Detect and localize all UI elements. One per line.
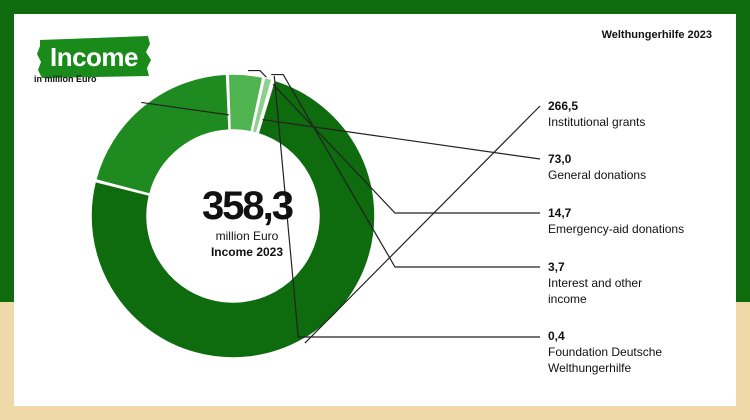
leader-line-general-donations: [141, 101, 541, 160]
donut-center-unit: million Euro: [215, 229, 279, 243]
legend-label: Interest and other income: [548, 276, 643, 306]
income-donut-chart: [90, 69, 541, 359]
legend-entry-interest-and-other-income: 3,7 Interest and other income: [548, 259, 678, 307]
unit-note: in million Euro: [34, 74, 97, 84]
legend-entry-foundation-deutsche-welthungerhilfe: 0,4 Foundation Deutsche Welthungerhilfe: [548, 328, 698, 376]
page-title: Income: [49, 42, 139, 72]
donut-center-caption: Income 2023: [210, 245, 284, 259]
donut-center-total: 358,3: [201, 184, 294, 228]
infographic-card: Income in million Euro Welthungerhilfe 2…: [14, 14, 736, 406]
legend-label: Institutional grants: [548, 115, 646, 129]
legend-value: 14,7: [548, 206, 572, 220]
donut-slice-foundation-deutsche-welthungerhilfe: [256, 78, 275, 135]
legend-entry-emergency-aid-donations: 14,7 Emergency-aid donations: [548, 205, 728, 237]
legend-entry-institutional-grants: 266,5 Institutional grants: [548, 98, 728, 130]
donut-slice-emergency-aid-donations: [227, 73, 264, 133]
donut-slice-general-donations: [94, 73, 230, 196]
leader-line-institutional-grants: [304, 105, 541, 344]
leader-line-emergency-aid-donations: [248, 69, 540, 214]
legend-value: 3,7: [548, 260, 565, 274]
brush-stroke-shape: [37, 36, 151, 78]
legend-value: 73,0: [548, 152, 572, 166]
legend-label: General donations: [548, 168, 647, 182]
brand-badge: Income: [36, 34, 152, 80]
organization-label: Welthungerhilfe 2023: [601, 29, 712, 41]
legend-entry-general-donations: 73,0 General donations: [548, 151, 728, 183]
leader-line-foundation-deutsche-welthungerhilfe: [273, 75, 540, 338]
legend-value: 0,4: [548, 329, 565, 343]
legend-label: Emergency-aid donations: [548, 222, 685, 236]
legend-value: 266,5: [548, 99, 579, 113]
legend-label: Foundation Deutsche Welthungerhilfe: [548, 345, 663, 375]
leader-line-interest-and-other-income: [271, 73, 540, 268]
